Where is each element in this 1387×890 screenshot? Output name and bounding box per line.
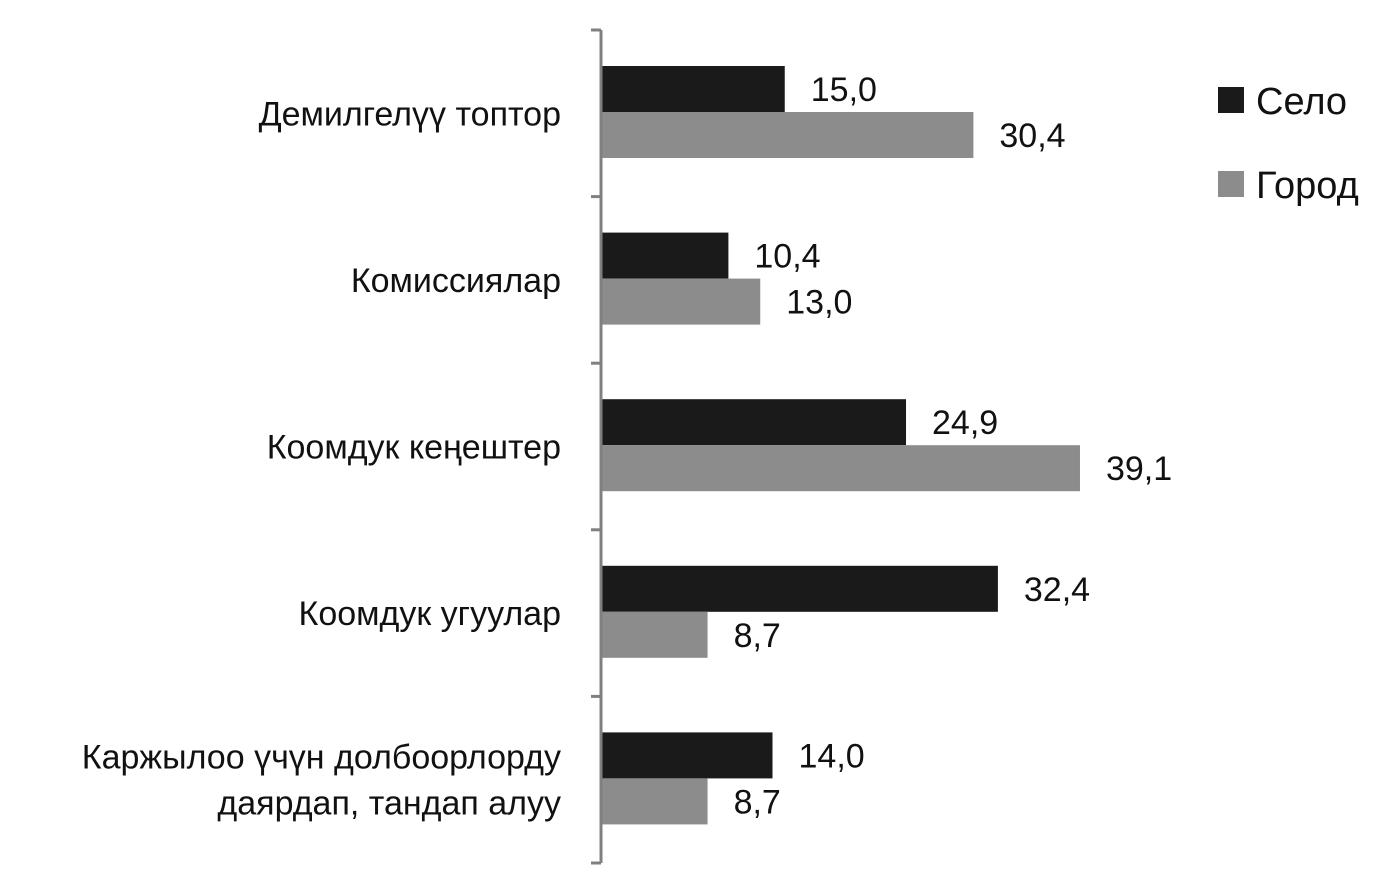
legend-label: Город <box>1256 165 1359 207</box>
bar-selo <box>601 399 907 446</box>
data-label: 15,0 <box>811 71 877 109</box>
legend-label: Село <box>1256 81 1347 123</box>
category-label: Каржылоо үчүн долбоорлорду <box>82 739 561 777</box>
bar-selo <box>601 66 785 112</box>
data-label: 30,4 <box>999 117 1065 155</box>
data-label: 10,4 <box>754 238 820 276</box>
category-label: даярдап, тандап алуу <box>217 785 561 823</box>
category-label: Коомдук кеңештер <box>267 429 561 467</box>
data-label: 8,7 <box>734 783 781 821</box>
category-label: Коомдук угуулар <box>299 595 561 633</box>
axis-layer <box>591 28 603 865</box>
data-label: 32,4 <box>1024 571 1090 609</box>
data-label: 39,1 <box>1106 450 1172 488</box>
category-label: Комиссиялар <box>351 262 561 300</box>
legend-swatch <box>1218 87 1244 113</box>
data-label: 14,0 <box>799 737 865 775</box>
bars-layer <box>601 66 1080 825</box>
data-label: 13,0 <box>786 284 852 322</box>
bar-selo <box>601 565 998 612</box>
legend: Село Город <box>1218 81 1359 207</box>
bar-selo <box>601 732 773 779</box>
labels-layer: Демилгелүү топтор Комиссиялар Коомдук кеңе… <box>82 71 1172 823</box>
bar-gorod <box>601 611 708 658</box>
legend-swatch <box>1218 171 1244 197</box>
bar-gorod <box>601 445 1080 492</box>
category-label: Демилгелүү топтор <box>259 95 561 133</box>
data-label: 8,7 <box>734 617 781 655</box>
bar-gorod <box>601 112 974 158</box>
bar-selo <box>601 232 729 279</box>
bar-gorod <box>601 778 708 825</box>
bar-gorod <box>601 278 761 325</box>
data-label: 24,9 <box>932 404 998 442</box>
